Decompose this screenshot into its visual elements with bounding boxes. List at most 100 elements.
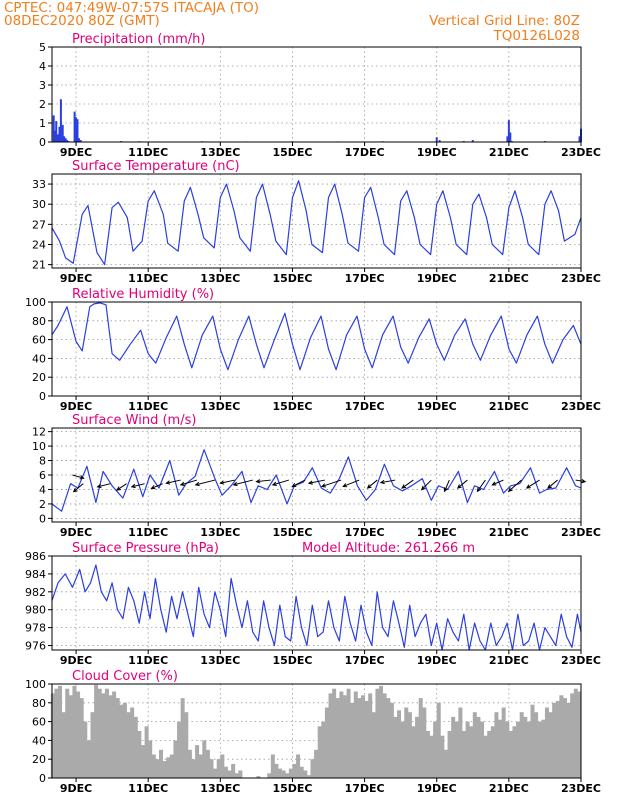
cloud-bar <box>83 721 88 778</box>
cloud-bar <box>429 735 434 778</box>
x-tick-label: 9DEC <box>60 654 92 667</box>
header-model: TQ0126L028 <box>493 28 580 44</box>
cloud-bar <box>126 712 131 778</box>
x-tick-label: 17DEC <box>345 400 385 413</box>
y-tick-label: 5 <box>39 41 46 54</box>
cloud-bar <box>353 691 358 778</box>
cloud-bar <box>339 691 344 778</box>
cloud-bar <box>350 702 355 778</box>
precip-bar <box>506 136 509 142</box>
cloud-bar <box>393 716 398 778</box>
cloud-bar <box>544 707 549 778</box>
x-tick-label: 11DEC <box>128 272 168 285</box>
cloud-bar <box>364 700 369 778</box>
cloud-bar <box>86 740 91 778</box>
panel-press: 976 978 980 982 984 986 9DEC 11DEC 13DEC 15DEC 17D… <box>25 541 601 667</box>
precip-bar <box>509 132 512 142</box>
x-tick-label: 11DEC <box>128 654 168 667</box>
y-tick-label: 6 <box>39 469 46 482</box>
cloud-bar <box>274 763 279 778</box>
wind-arrows <box>72 474 587 493</box>
cloud-bar <box>360 695 365 778</box>
y-tick-label: 10 <box>32 440 46 453</box>
cloud-bar <box>555 700 560 778</box>
cloud-bar <box>94 684 99 778</box>
cloud-bar <box>140 745 145 778</box>
wind-arrow <box>456 479 468 489</box>
cloud-bar <box>519 712 524 778</box>
y-tick-label: 33 <box>32 178 46 191</box>
wind-arrow <box>379 479 396 485</box>
cloud-bar <box>508 731 513 778</box>
wind-line <box>51 449 582 512</box>
cloud-bar <box>270 754 275 778</box>
cloud-bar <box>296 754 301 778</box>
wind-arrow <box>72 483 84 493</box>
x-tick-label: 19DEC <box>417 400 457 413</box>
wind-arrow <box>307 479 326 485</box>
wind-arrow <box>507 479 522 493</box>
y-tick-label: 40 <box>32 352 46 365</box>
cloud-bar <box>278 768 283 778</box>
cloud-bar <box>530 704 535 778</box>
cloud-bar <box>534 712 539 778</box>
cloud-bar <box>451 716 456 778</box>
cloud-bar <box>317 726 322 778</box>
wind-arrow <box>491 479 504 486</box>
x-tick-label: 19DEC <box>417 272 457 285</box>
cloud-bar <box>433 721 438 778</box>
cloud-bar <box>137 731 142 778</box>
cloud-bar <box>458 707 463 778</box>
wind-arrow <box>443 479 450 493</box>
cloud-bar <box>148 740 153 778</box>
x-tick-label: 11DEC <box>128 400 168 413</box>
cloud-bar <box>97 688 102 778</box>
cloud-bar <box>371 712 376 778</box>
x-tick-label: 13DEC <box>200 400 240 413</box>
cloud-bar <box>314 749 319 778</box>
cloud-bar <box>447 731 452 778</box>
wind-arrow <box>575 478 587 484</box>
panel-rh: 0 20 40 60 80 100 9DEC 11DEC 13DEC 15DEC 17DEC 19DE… <box>25 287 601 413</box>
cloud-bar <box>65 688 70 778</box>
cloud-bar <box>425 731 430 778</box>
wind-arrow <box>130 483 145 489</box>
y-tick-label: 8 <box>39 455 46 468</box>
y-tick-label: 27 <box>32 218 46 231</box>
cloud-bar <box>303 770 308 778</box>
cloud-bar <box>443 749 448 778</box>
cloud-bar <box>404 707 409 778</box>
x-tick-label: 23DEC <box>561 272 601 285</box>
cloud-bar <box>288 768 293 778</box>
cloud-bar <box>166 757 171 778</box>
cloud-bar <box>465 721 470 778</box>
precip-bar <box>76 119 79 142</box>
x-tick-label: 15DEC <box>272 272 312 285</box>
wind-arrow <box>320 479 342 488</box>
cloud-bar <box>119 704 124 778</box>
panel-title: Surface Pressure (hPa) <box>72 541 219 556</box>
wind-arrow <box>115 483 127 491</box>
cloud-bar <box>472 712 477 778</box>
cloud-bar <box>498 719 503 778</box>
x-tick-label: 19DEC <box>417 146 457 159</box>
precip-bar <box>578 136 581 142</box>
cloud-bar <box>516 721 521 778</box>
cloud-bar <box>418 698 423 778</box>
cloud-bar <box>173 740 178 778</box>
cloud-bar <box>198 754 203 778</box>
y-tick-label: 982 <box>25 586 46 599</box>
x-tick-label: 13DEC <box>200 272 240 285</box>
panel-precip: 0 1 2 3 4 5 9DEC 11DEC 13DEC 15DEC 17DEC 19DEC 21DEC… <box>39 32 601 159</box>
panel-temp: 21 24 27 30 33 9DEC 11DEC 13DEC 15DEC 17DEC 19DEC 2… <box>32 159 601 285</box>
x-tick-label: 9DEC <box>60 400 92 413</box>
precip-bar <box>58 126 61 142</box>
y-tick-label: 60 <box>32 334 46 347</box>
cloud-bar <box>104 688 109 778</box>
precip-bar <box>57 134 60 142</box>
precip-bar <box>59 99 62 142</box>
cloud-bar <box>220 754 225 778</box>
panel-title: Surface Temperature (nC) <box>72 159 240 174</box>
wind-arrow <box>420 479 432 491</box>
cloud-bar <box>324 707 329 778</box>
